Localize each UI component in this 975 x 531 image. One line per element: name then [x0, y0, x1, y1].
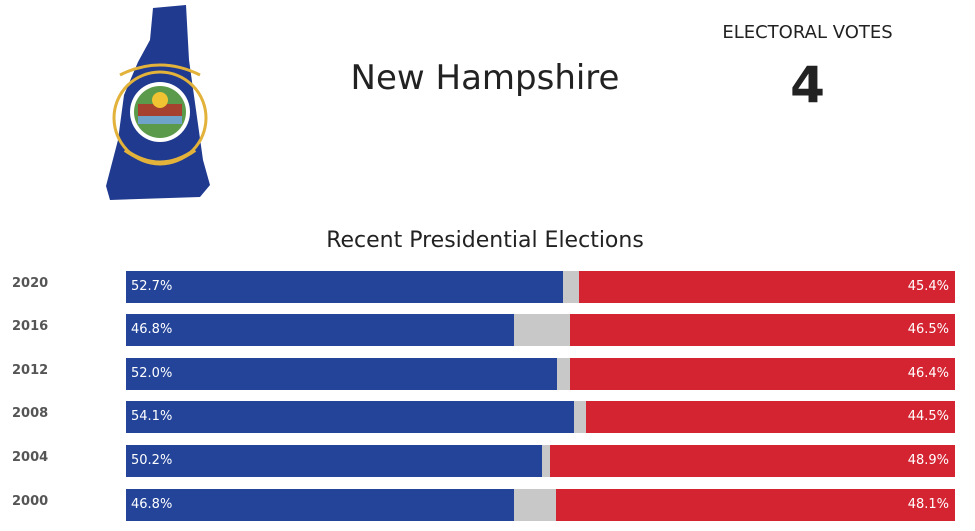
- rep-percent: 46.5%: [907, 322, 949, 337]
- dem-segment: [126, 445, 543, 477]
- rep-percent: 44.5%: [907, 409, 949, 424]
- dem-segment: [126, 314, 514, 346]
- elections-title: Recent Presidential Elections: [326, 228, 644, 253]
- electoral-votes-value: 4: [790, 56, 825, 114]
- dem-percent: 54.1%: [131, 409, 173, 424]
- dem-segment: [126, 358, 558, 390]
- election-bar: 52.0% 46.4%: [126, 358, 955, 390]
- rep-segment: [556, 489, 955, 521]
- dem-percent: 46.8%: [131, 322, 173, 337]
- rep-segment: [569, 314, 955, 346]
- rep-percent: 48.9%: [907, 453, 949, 468]
- election-year: 2012: [12, 363, 49, 378]
- dem-percent: 52.7%: [131, 279, 173, 294]
- election-year: 2016: [12, 319, 49, 334]
- dem-segment: [126, 489, 514, 521]
- dem-segment: [126, 271, 563, 303]
- rep-percent: 48.1%: [907, 497, 949, 512]
- election-bar: 46.8% 46.5%: [126, 314, 955, 346]
- election-year: 2020: [12, 276, 49, 291]
- election-bar: 46.8% 48.1%: [126, 489, 955, 521]
- state-name: New Hampshire: [350, 58, 620, 98]
- election-year: 2004: [12, 450, 49, 465]
- rep-percent: 45.4%: [907, 279, 949, 294]
- election-bar: 52.7% 45.4%: [126, 271, 955, 303]
- election-bar: 54.1% 44.5%: [126, 401, 955, 433]
- new-hampshire-flag-map-icon: [106, 5, 210, 200]
- election-year: 2008: [12, 406, 49, 421]
- dem-percent: 52.0%: [131, 366, 173, 381]
- dem-segment: [126, 401, 575, 433]
- electoral-votes-label: ELECTORAL VOTES: [722, 22, 893, 43]
- election-bar: 50.2% 48.9%: [126, 445, 955, 477]
- rep-segment: [578, 271, 955, 303]
- election-year: 2000: [12, 494, 49, 509]
- dem-percent: 46.8%: [131, 497, 173, 512]
- rep-segment: [586, 401, 955, 433]
- rep-segment: [549, 445, 955, 477]
- rep-percent: 46.4%: [907, 366, 949, 381]
- rep-segment: [570, 358, 955, 390]
- dem-percent: 50.2%: [131, 453, 173, 468]
